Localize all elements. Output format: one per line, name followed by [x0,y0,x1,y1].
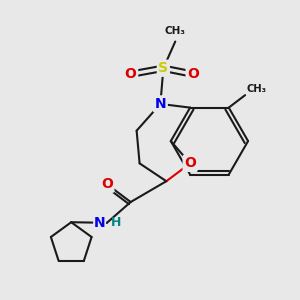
Text: O: O [101,177,113,191]
Text: N: N [154,97,166,111]
Text: N: N [94,216,105,230]
Text: O: O [125,67,136,81]
Text: CH₃: CH₃ [165,26,186,36]
Text: H: H [110,216,121,229]
Text: CH₃: CH₃ [247,84,267,94]
Text: O: O [187,67,199,81]
Text: O: O [184,156,196,170]
Text: S: S [158,61,168,75]
